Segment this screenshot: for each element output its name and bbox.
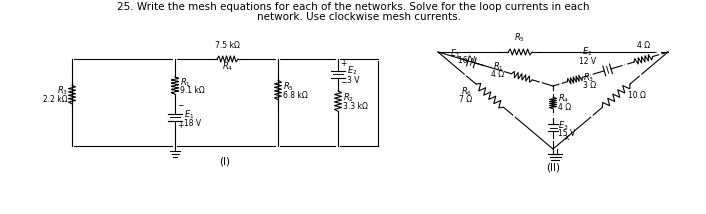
Text: (I): (I)	[220, 156, 230, 166]
Text: (II): (II)	[546, 162, 560, 172]
Text: 4 Ω: 4 Ω	[491, 70, 504, 79]
Text: x: x	[565, 133, 570, 142]
Text: $E_3$: $E_3$	[558, 119, 568, 132]
Text: 16 V: 16 V	[458, 55, 475, 64]
Text: +: +	[340, 58, 347, 67]
Text: $R_4$: $R_4$	[222, 61, 233, 73]
Text: 4 Ω: 4 Ω	[637, 41, 650, 50]
Text: 25. Write the mesh equations for each of the networks. Solve for the loop curren: 25. Write the mesh equations for each of…	[116, 2, 590, 12]
Text: +: +	[177, 121, 184, 130]
Text: 3 Ω: 3 Ω	[583, 81, 596, 90]
Text: 9.1 kΩ: 9.1 kΩ	[180, 86, 205, 95]
Text: $R_2$: $R_2$	[343, 92, 354, 104]
Text: 3 V: 3 V	[347, 76, 359, 85]
Text: 15 V: 15 V	[558, 129, 575, 138]
Text: network. Use clockwise mesh currents.: network. Use clockwise mesh currents.	[244, 12, 462, 22]
Text: $R_3$: $R_3$	[583, 71, 594, 84]
Text: 12 V: 12 V	[579, 57, 596, 66]
Text: $E_2$: $E_2$	[347, 65, 357, 77]
Text: 3.3 kΩ: 3.3 kΩ	[343, 101, 368, 110]
Text: $R_4$: $R_4$	[558, 93, 569, 105]
Text: 18 V: 18 V	[184, 119, 201, 128]
Text: $R_5$: $R_5$	[515, 31, 525, 44]
Text: $R_3$: $R_3$	[57, 84, 68, 97]
Text: $R_5$: $R_5$	[283, 81, 294, 93]
Text: 6.8 kΩ: 6.8 kΩ	[283, 91, 308, 100]
Text: 10 Ω: 10 Ω	[628, 91, 646, 100]
Text: $R_1$: $R_1$	[180, 76, 191, 89]
Text: −: −	[177, 101, 184, 110]
Text: $E_1$: $E_1$	[184, 109, 194, 121]
Text: $R_1$: $R_1$	[493, 61, 504, 73]
Text: 2.2 kΩ: 2.2 kΩ	[43, 95, 68, 104]
Text: $E_1$: $E_1$	[450, 48, 460, 60]
Text: 4 Ω: 4 Ω	[558, 103, 571, 111]
Text: $E_2$: $E_2$	[582, 45, 593, 58]
Text: −: −	[340, 78, 347, 87]
Text: $R_6$: $R_6$	[460, 85, 472, 98]
Text: 7 Ω: 7 Ω	[459, 95, 472, 104]
Text: 7.5 kΩ: 7.5 kΩ	[215, 41, 240, 50]
